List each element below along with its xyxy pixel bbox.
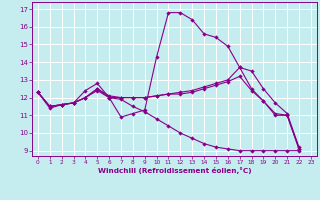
X-axis label: Windchill (Refroidissement éolien,°C): Windchill (Refroidissement éolien,°C) [98,167,251,174]
